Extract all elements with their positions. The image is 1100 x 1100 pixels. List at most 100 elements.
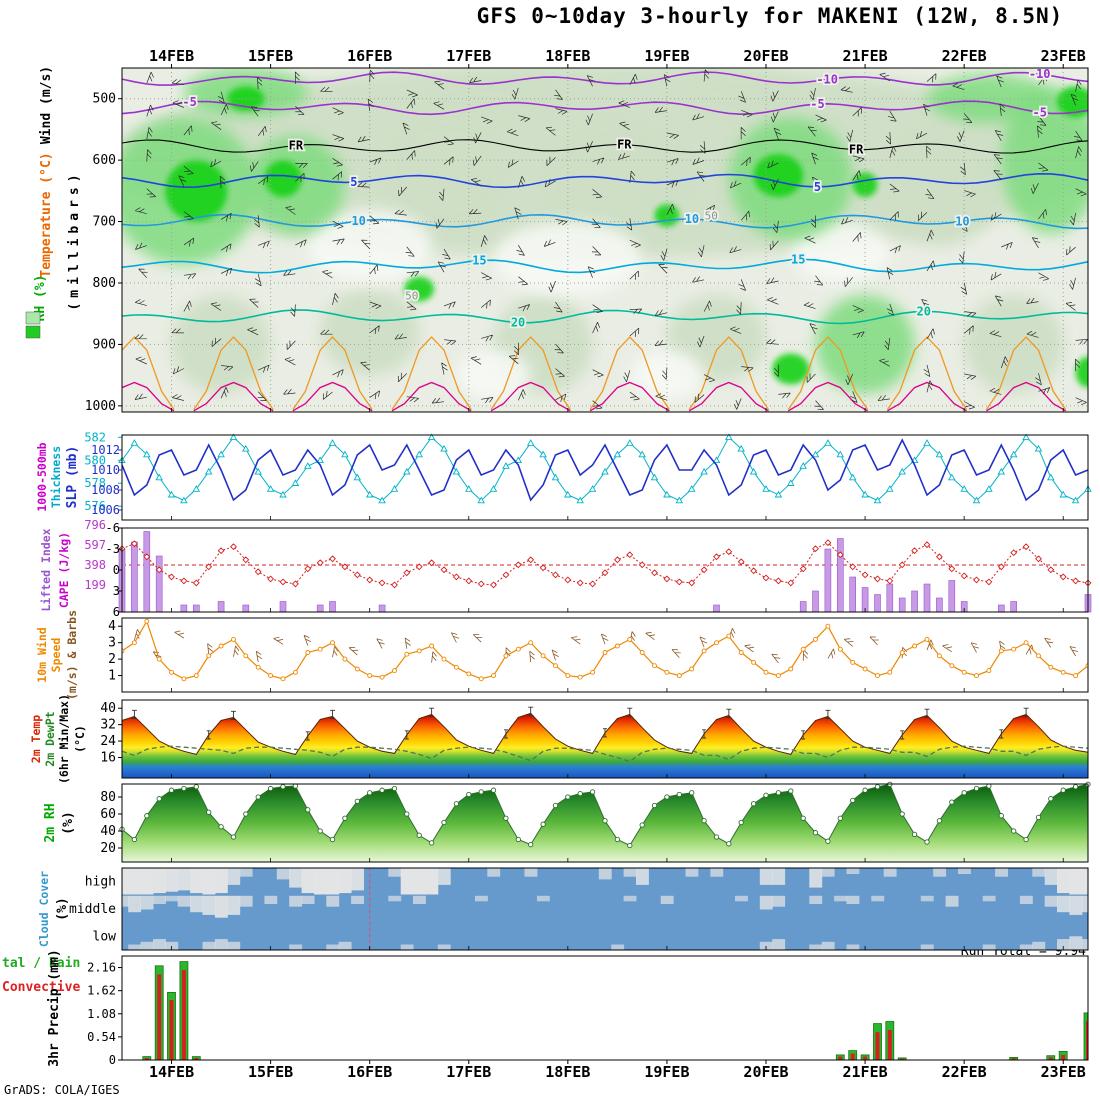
- precip-convective-bar: [194, 1057, 199, 1060]
- rh2m-marker: [775, 790, 782, 796]
- cloud-patch-middle: [202, 895, 216, 915]
- wind10m-marker: [206, 653, 212, 659]
- lifted-index-bar: [329, 601, 336, 613]
- precip-convective-bar: [1061, 1054, 1066, 1060]
- rh2m-marker: [218, 824, 224, 830]
- slp-tick-label: 1010: [91, 463, 120, 477]
- cape-tick-label: 398: [84, 558, 106, 572]
- wind10m-marker: [466, 671, 472, 677]
- lifted-index-bar: [923, 583, 931, 613]
- cloud-patch-low: [1069, 936, 1083, 950]
- cloud-patch-high: [710, 868, 724, 877]
- wind10m-marker: [875, 673, 880, 679]
- contour-label-10: 10: [351, 214, 365, 228]
- ylabel-thickness-2: Thickness: [49, 446, 63, 508]
- rh2m-marker: [664, 794, 670, 800]
- cloud-patch-high: [425, 868, 439, 895]
- rh2m-marker: [280, 784, 286, 790]
- cloud-patch-high: [128, 868, 142, 895]
- wind10m-marker: [912, 643, 918, 649]
- slp-line: [121, 438, 1089, 502]
- wind10m-marker: [652, 663, 657, 669]
- lifted-index-bar: [193, 604, 200, 613]
- wind10m-tick-label: 4: [108, 619, 116, 634]
- rh2m-marker: [267, 785, 274, 792]
- rh2m-marker: [701, 818, 707, 824]
- cloud-patch-middle: [623, 895, 637, 902]
- rh2m-marker: [230, 834, 237, 840]
- rh-shading-blob: [1075, 356, 1088, 388]
- rh-contour-label: 50: [405, 289, 418, 302]
- rh-shading-blob: [772, 353, 810, 385]
- rh2m-marker: [540, 821, 546, 827]
- lifted-index-bar: [936, 597, 943, 613]
- cloud-patch-middle: [301, 895, 315, 904]
- day-label-bottom: 14FEB: [149, 1063, 194, 1081]
- cloud-patch-high: [301, 868, 315, 894]
- rh2m-marker: [973, 785, 980, 792]
- contour-label--10: -10: [816, 72, 838, 86]
- cloud-patch-low: [982, 944, 996, 950]
- rh2m-marker: [924, 839, 930, 845]
- cloud-patch-low: [326, 944, 340, 950]
- cloud-patch-middle: [1069, 895, 1083, 915]
- thickness-tick-label: 580: [84, 453, 106, 467]
- wind10m-marker: [255, 664, 261, 670]
- rh-legend-swatch: [25, 311, 41, 325]
- diurnal-contour: [589, 381, 670, 412]
- wind10m-marker: [515, 646, 521, 652]
- rh-contour-label: 50: [705, 209, 718, 222]
- cloud-patch-low: [165, 941, 179, 950]
- wind10m-marker: [850, 659, 856, 665]
- rh-shading-blob: [543, 117, 692, 253]
- rh2m-marker: [391, 785, 398, 792]
- cloud-patch-middle: [834, 895, 847, 902]
- day-label-bottom: 22FEB: [942, 1063, 987, 1081]
- wind10m-marker: [441, 656, 447, 662]
- li-tick-label: -6: [106, 521, 120, 535]
- contour-label-10: 10: [685, 212, 699, 226]
- wind10m-marker: [862, 666, 868, 672]
- panel-border: [121, 783, 1089, 863]
- cloud-patch-middle: [809, 895, 823, 904]
- wind10m-marker: [181, 676, 187, 682]
- wind10m-marker: [131, 640, 137, 646]
- wind10m-marker: [429, 643, 435, 649]
- cloud-patch-high: [958, 868, 971, 874]
- wind10m-marker: [726, 633, 732, 639]
- cloud-patch-high: [289, 868, 303, 888]
- rh2m-marker: [602, 818, 608, 824]
- lifted-index-bar: [874, 594, 881, 613]
- day-label-bottom: 18FEB: [545, 1063, 590, 1081]
- ylabel-2m-temp: 2m Temp: [29, 715, 43, 764]
- rh-shading-blob: [419, 74, 568, 124]
- cloud-patch-middle: [326, 895, 340, 907]
- cloud-patch-middle: [1057, 895, 1070, 913]
- panel-border: [121, 617, 1089, 693]
- page-title: GFS 0~10day 3-hourly for MAKENI (12W, 8.…: [476, 4, 1064, 28]
- wind10m-marker: [478, 676, 484, 682]
- rh-shading-blob: [493, 221, 643, 296]
- diurnal-contour: [589, 336, 670, 410]
- contour-label-15: 15: [791, 252, 805, 266]
- rh2m-marker: [1060, 787, 1066, 793]
- ylabel-cloud-pct: (%): [55, 897, 70, 920]
- precip-tick-label: 1.08: [87, 1007, 116, 1021]
- rh2m-marker: [168, 787, 175, 793]
- cloud-patch-middle: [227, 895, 241, 915]
- wind10m-marker: [602, 650, 608, 655]
- lifted-index-bar: [180, 604, 188, 613]
- rh-shading-blob: [877, 123, 1002, 247]
- contour-label--5: -5: [1032, 105, 1046, 119]
- rh2m-tick-label: 20: [100, 841, 116, 856]
- wind10m-marker: [751, 659, 757, 665]
- ylabel-slp: SLP (mb): [65, 446, 80, 509]
- lifted-index-bar: [242, 604, 250, 613]
- wind10m-marker: [949, 663, 955, 669]
- cloud-patch-low: [1032, 941, 1046, 950]
- wind10m-marker: [837, 646, 843, 652]
- cross-section-content: -10 -10 -5 -5 -5 FR FR FR 5 5 10 10 10 15 15 20 20 50 50: [122, 68, 1088, 412]
- wind10m-marker: [404, 651, 410, 657]
- rh2m-marker: [193, 784, 199, 790]
- contour-label-FR: FR: [617, 138, 632, 152]
